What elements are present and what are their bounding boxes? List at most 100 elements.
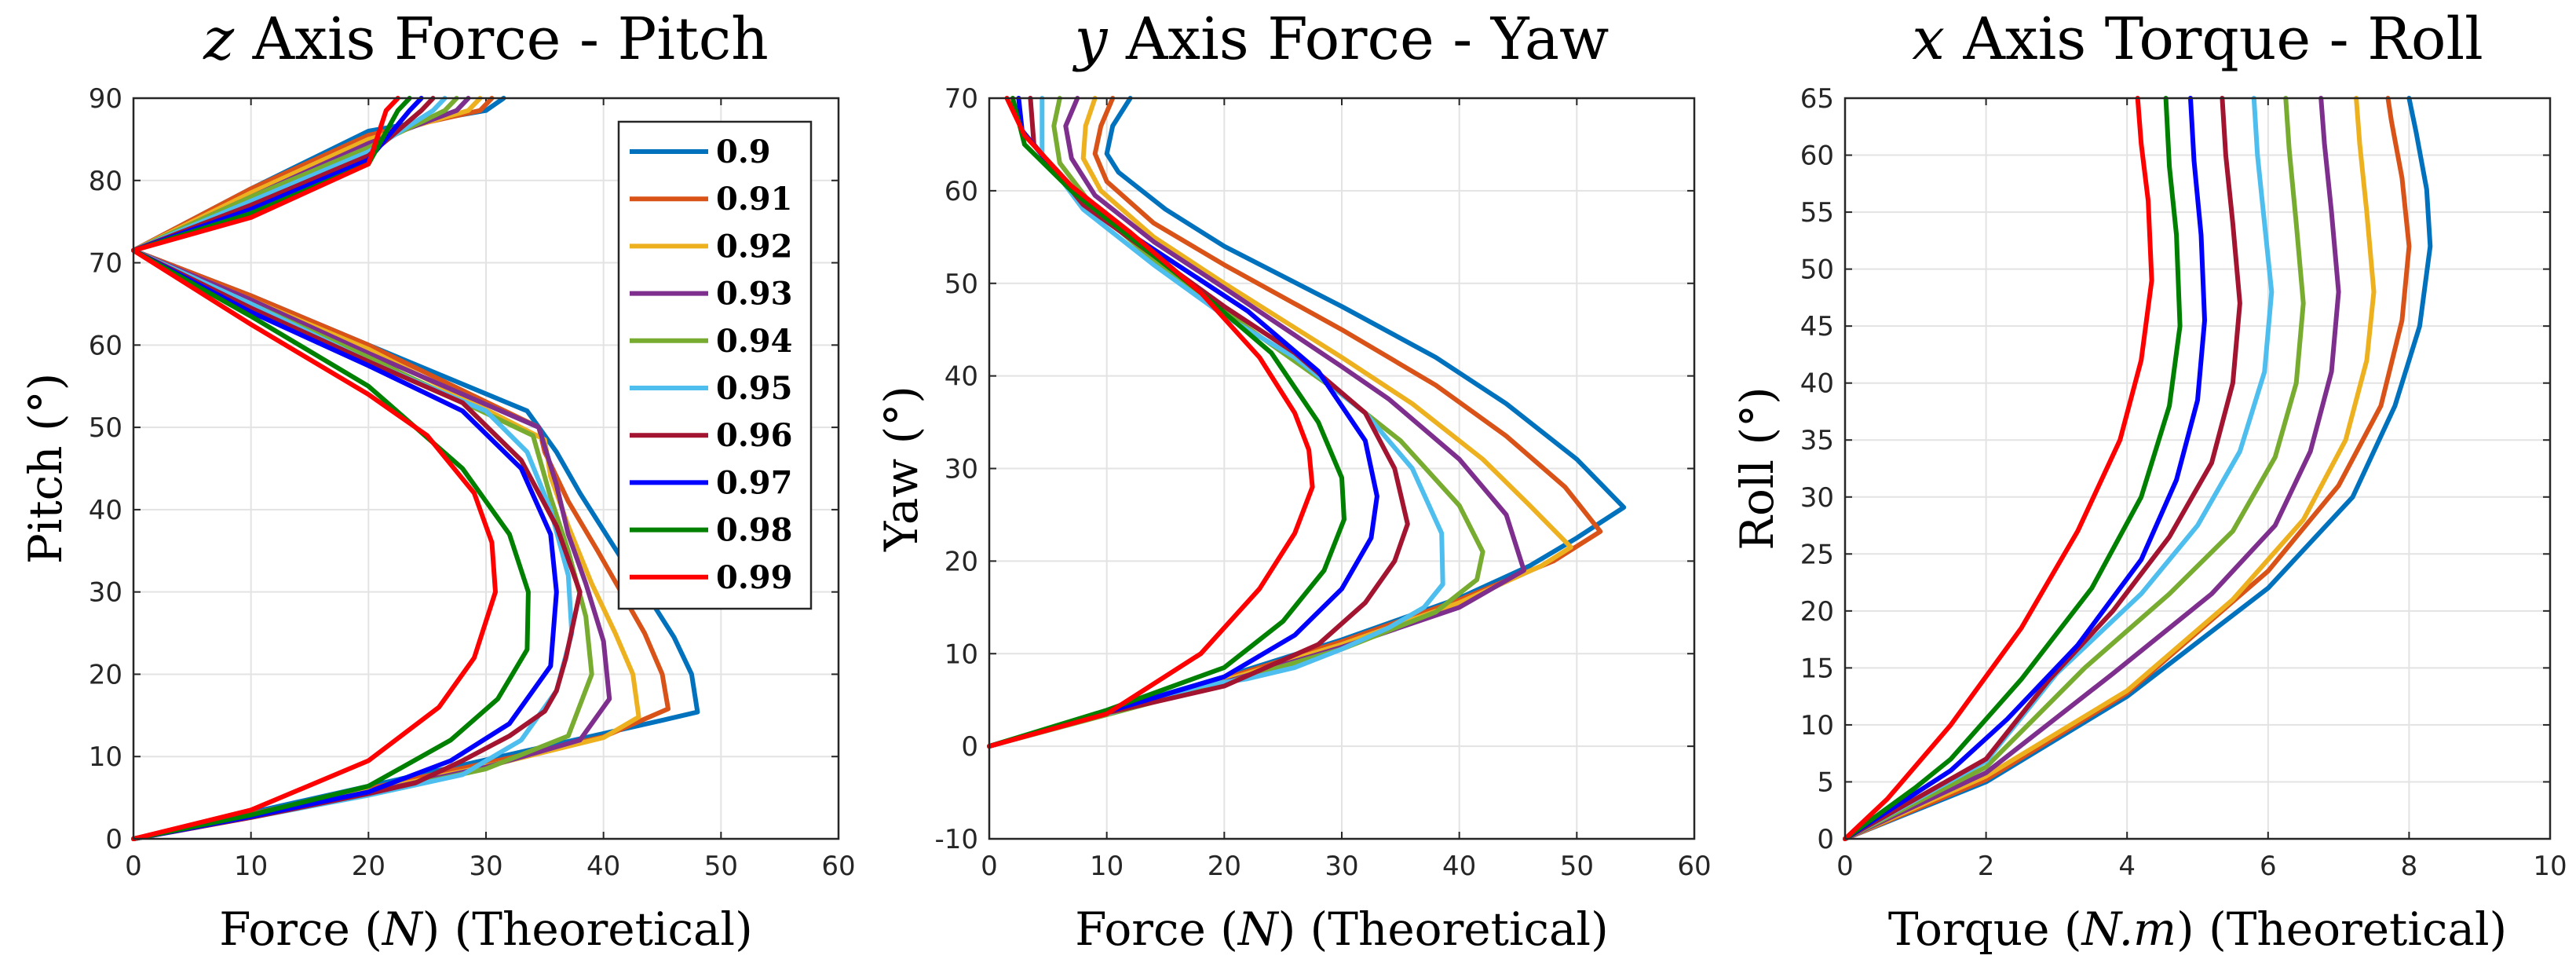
y-tick-label: 0 bbox=[1817, 824, 1834, 855]
axes-frame bbox=[988, 97, 1696, 840]
series-line-0.96 bbox=[987, 96, 1410, 749]
series-line-0.92 bbox=[987, 96, 1573, 749]
y-tick-label: 55 bbox=[1800, 197, 1834, 229]
y-tick-label: 10 bbox=[1800, 710, 1834, 741]
x-tick-label: 0 bbox=[125, 851, 142, 882]
legend-label-0.98: 0.98 bbox=[716, 512, 792, 549]
y-tick-label: 25 bbox=[1800, 539, 1834, 570]
x-tick-label: 8 bbox=[2401, 851, 2418, 882]
y-tick-label: 0 bbox=[961, 731, 978, 763]
series-line-0.93 bbox=[1843, 96, 2341, 841]
y-tick-label: 70 bbox=[945, 83, 978, 115]
x-axis-label: Torque (N.m) (Theoretical) bbox=[1888, 902, 2507, 956]
y-tick-label: 20 bbox=[89, 659, 122, 690]
chart-title: y Axis Force - Yaw bbox=[1072, 5, 1610, 73]
legend-label-0.96: 0.96 bbox=[716, 417, 792, 454]
series-line-0.9 bbox=[1843, 96, 2433, 841]
x-tick-label: 2 bbox=[1978, 851, 1995, 882]
y-tick-label: 70 bbox=[89, 248, 122, 280]
x-tick-label: 50 bbox=[704, 851, 738, 882]
chart-panel-3: 0 2 4 6 8 10 0 5 10 15 20 25 30 35 40 45 50 55 60 65 x Axis … bbox=[1730, 5, 2567, 956]
x-tick-label: 50 bbox=[1560, 851, 1594, 882]
y-tick-label: 20 bbox=[945, 546, 978, 577]
y-tick-label: 15 bbox=[1800, 653, 1834, 684]
y-tick-label: 50 bbox=[945, 269, 978, 300]
series-line-0.92 bbox=[1843, 96, 2377, 841]
x-tick-label: 4 bbox=[2118, 851, 2136, 882]
y-tick-label: 50 bbox=[89, 412, 122, 444]
x-axis-label: Force (N) (Theoretical) bbox=[1075, 902, 1608, 956]
y-tick-label: 60 bbox=[945, 176, 978, 207]
legend-label-0.95: 0.95 bbox=[716, 370, 792, 407]
y-axis-label: Yaw (°) bbox=[875, 386, 928, 552]
xlabel-suffix: ) (Theoretical) bbox=[1278, 902, 1609, 956]
x-tick-label: 60 bbox=[1677, 851, 1711, 882]
title-variable: z bbox=[203, 5, 235, 73]
legend-label-0.9: 0.9 bbox=[716, 134, 771, 170]
y-axis-label: Roll (°) bbox=[1730, 386, 1784, 550]
x-tick-label: 30 bbox=[469, 851, 502, 882]
legend-label-0.99: 0.99 bbox=[716, 559, 792, 596]
series-line-0.99 bbox=[987, 96, 1315, 749]
series-line-0.91 bbox=[987, 96, 1603, 749]
chart-title: z Axis Force - Pitch bbox=[203, 5, 769, 73]
y-tick-label: 30 bbox=[89, 577, 122, 609]
xlabel-unit: N.m bbox=[2081, 902, 2176, 956]
series-line-0.99 bbox=[1843, 96, 2154, 841]
series-line-0.95 bbox=[131, 96, 575, 841]
series-line-0.94 bbox=[987, 96, 1485, 749]
series-line-0.98 bbox=[987, 96, 1346, 749]
title-text: Axis Force - Pitch bbox=[234, 5, 769, 73]
y-tick-label: 40 bbox=[1800, 368, 1834, 400]
title-text: Axis Force - Yaw bbox=[1107, 5, 1609, 73]
x-tick-label: 0 bbox=[1836, 851, 1854, 882]
x-tick-label: 10 bbox=[1090, 851, 1124, 882]
xlabel-prefix: Force ( bbox=[1075, 902, 1238, 956]
xlabel-prefix: Force ( bbox=[219, 902, 382, 956]
y-tick-label: 65 bbox=[1800, 83, 1834, 115]
xlabel-suffix: ) (Theoretical) bbox=[422, 902, 753, 956]
y-tick-label: 60 bbox=[89, 330, 122, 361]
series-line-0.99 bbox=[131, 96, 498, 841]
x-tick-label: 10 bbox=[234, 851, 268, 882]
legend-label-0.97: 0.97 bbox=[716, 464, 792, 501]
x-tick-label: 10 bbox=[2533, 851, 2567, 882]
legend-label-0.92: 0.92 bbox=[716, 228, 792, 265]
x-axis-label: Force (N) (Theoretical) bbox=[219, 902, 752, 956]
y-tick-label: 10 bbox=[945, 639, 978, 670]
x-tick-label: 20 bbox=[1208, 851, 1241, 882]
chart-title: x Axis Torque - Roll bbox=[1912, 5, 2483, 73]
series-line-0.96 bbox=[131, 96, 583, 841]
legend-label-0.91: 0.91 bbox=[716, 181, 792, 218]
series-line-0.97 bbox=[131, 96, 559, 841]
y-tick-label: -10 bbox=[934, 824, 978, 855]
xlabel-prefix: Torque ( bbox=[1888, 902, 2082, 956]
x-tick-label: 60 bbox=[821, 851, 855, 882]
y-tick-label: 50 bbox=[1800, 254, 1834, 286]
series-line-0.97 bbox=[1843, 96, 2207, 841]
y-tick-label: 60 bbox=[1800, 141, 1834, 172]
y-tick-label: 5 bbox=[1817, 767, 1834, 798]
axes-frame bbox=[132, 97, 840, 840]
title-variable: x bbox=[1912, 5, 1945, 73]
x-tick-label: 0 bbox=[981, 851, 998, 882]
axes-frame bbox=[1843, 97, 2552, 840]
series-line-0.98 bbox=[1843, 96, 2183, 841]
x-tick-label: 40 bbox=[586, 851, 620, 882]
y-tick-label: 40 bbox=[945, 361, 978, 393]
x-tick-label: 6 bbox=[2260, 851, 2277, 882]
y-tick-label: 35 bbox=[1800, 425, 1834, 456]
title-variable: y bbox=[1072, 5, 1109, 73]
y-tick-label: 80 bbox=[89, 166, 122, 197]
y-tick-label: 30 bbox=[1800, 482, 1834, 514]
xlabel-unit: N bbox=[1237, 902, 1280, 956]
legend-label-0.94: 0.94 bbox=[716, 323, 792, 360]
y-tick-label: 90 bbox=[89, 83, 122, 115]
y-tick-label: 40 bbox=[89, 495, 122, 526]
y-axis-label: Pitch (°) bbox=[19, 373, 72, 564]
y-tick-label: 20 bbox=[1800, 596, 1834, 628]
legend-label-0.93: 0.93 bbox=[716, 276, 792, 313]
